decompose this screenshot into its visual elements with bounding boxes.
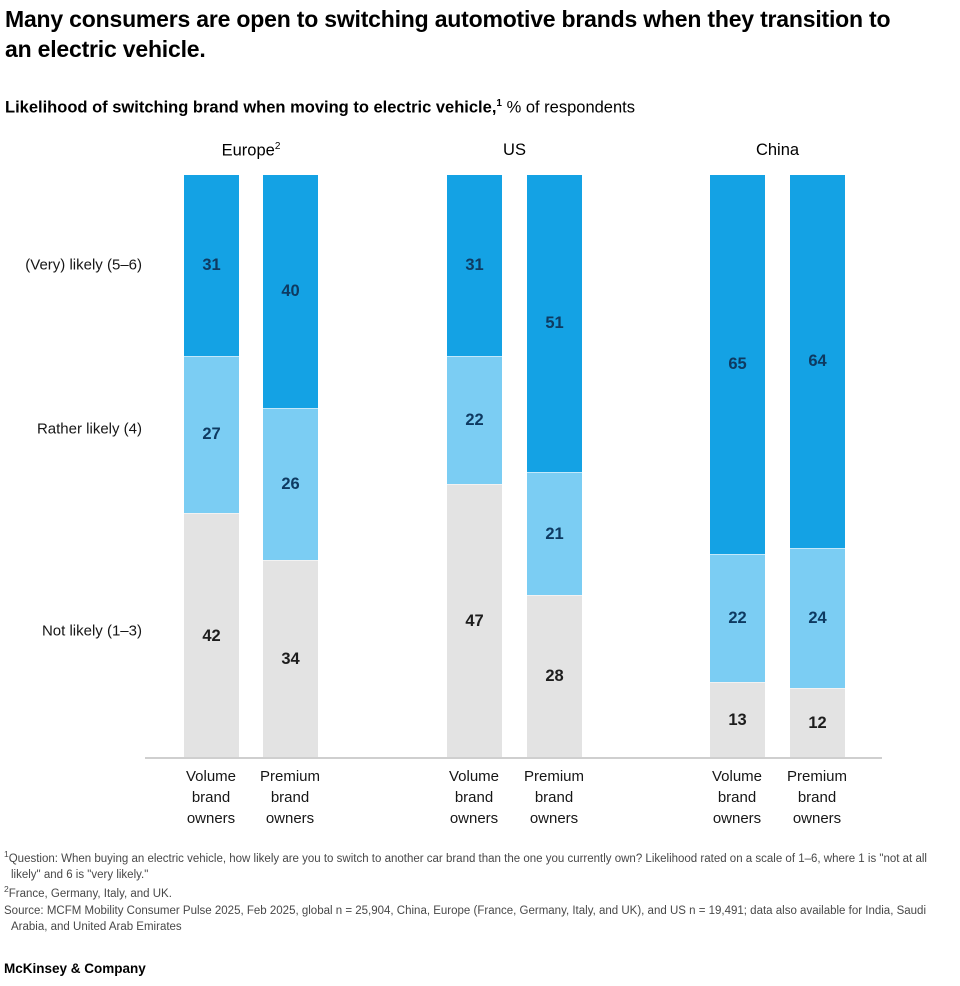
value-label: 13: [728, 711, 747, 730]
segment-very-likely: 65: [710, 175, 765, 554]
segment-rather-likely: 22: [710, 553, 765, 683]
x-tick-line: Premium: [786, 768, 847, 785]
footnote-marker: 1: [4, 849, 9, 859]
value-label: 12: [808, 713, 827, 732]
segment-very-likely: 31: [184, 175, 239, 356]
series-label-rather-likely: Rather likely (4): [36, 420, 142, 438]
chart-subtitle: Likelihood of switching brand when movin…: [5, 98, 635, 118]
bar-china-volume: 65 22 13: [710, 175, 765, 758]
footnote-1: 1Question: When buying an electric vehic…: [4, 848, 954, 883]
value-label: 34: [281, 649, 300, 668]
x-tick-line: Premium: [523, 768, 584, 785]
x-tick-label-china-volume: Volume brand owners: [687, 766, 787, 829]
group-header-label: China: [755, 141, 800, 159]
mckinsey-company-logotype: McKinsey & Company: [4, 961, 146, 976]
value-label: 47: [465, 611, 484, 630]
x-tick-line: owners: [265, 810, 315, 827]
x-tick-line: Volume: [185, 768, 237, 785]
bar-us-premium: 51 21 28: [527, 175, 582, 758]
bar-us-volume: 31 22 47: [447, 175, 502, 758]
series-label-not-likely: Not likely (1–3): [41, 622, 142, 640]
value-label: 64: [808, 352, 827, 371]
segment-rather-likely: 22: [447, 355, 502, 484]
value-label: 22: [465, 410, 484, 429]
x-tick-line: owners: [712, 810, 762, 827]
group-footnote-marker: 2: [274, 141, 281, 152]
bar-china-premium: 64 24 12: [790, 175, 845, 758]
segment-very-likely: 64: [790, 175, 845, 549]
segment-not-likely: 13: [710, 682, 765, 758]
series-label-very-likely: (Very) likely (5–6): [25, 256, 142, 274]
x-tick-line: owners: [186, 810, 236, 827]
value-label: 51: [545, 314, 564, 333]
x-tick-line: brand: [534, 789, 574, 806]
x-tick-line: brand: [270, 789, 310, 806]
segment-very-likely: 51: [527, 175, 582, 473]
value-label: 21: [545, 524, 564, 543]
segment-rather-likely: 26: [263, 408, 318, 560]
x-tick-label-china-premium: Premium brand owners: [767, 766, 867, 829]
subtitle-footnote-marker: 1: [496, 98, 502, 109]
chart-subtitle-bold: Likelihood of switching brand when movin…: [5, 98, 497, 117]
value-label: 26: [281, 474, 300, 493]
segment-not-likely: 34: [263, 559, 318, 758]
x-tick-line: brand: [191, 789, 231, 806]
x-tick-line: owners: [529, 810, 579, 827]
group-header-china: China: [710, 141, 845, 160]
bar-europe-volume: 31 27 42: [184, 175, 239, 758]
x-tick-line: Volume: [448, 768, 500, 785]
footnote-text: Question: When buying an electric vehicl…: [8, 852, 927, 882]
segment-very-likely: 31: [447, 175, 502, 356]
group-header-label: Europe: [221, 141, 275, 160]
axis-baseline: [145, 757, 882, 759]
x-tick-line: brand: [717, 789, 757, 806]
footnote-text: France, Germany, Italy, and UK.: [8, 888, 172, 901]
segment-rather-likely: 24: [790, 548, 845, 689]
value-label: 24: [808, 609, 827, 628]
bar-europe-premium: 40 26 34: [263, 175, 318, 758]
footnote-marker: 2: [4, 884, 9, 895]
group-header-us: US: [447, 141, 582, 160]
x-tick-line: brand: [797, 789, 837, 806]
value-label: 27: [202, 425, 221, 444]
value-label: 40: [281, 282, 300, 301]
chart-subtitle-unit: % of respondents: [501, 98, 635, 117]
footnotes: 1Question: When buying an electric vehic…: [4, 848, 954, 935]
source-note: Source: MCFM Mobility Consumer Pulse 202…: [4, 903, 954, 936]
value-label: 28: [545, 667, 564, 686]
segment-not-likely: 47: [447, 483, 502, 758]
value-label: 22: [728, 609, 747, 628]
group-header-label: US: [503, 141, 526, 159]
footnote-2: 2France, Germany, Italy, and UK.: [4, 883, 954, 902]
segment-not-likely: 42: [184, 513, 239, 758]
value-label: 65: [728, 354, 747, 373]
group-header-europe: Europe2: [184, 141, 318, 161]
segment-rather-likely: 21: [527, 472, 582, 595]
value-label: 31: [465, 255, 484, 274]
value-label: 31: [202, 255, 221, 274]
x-tick-line: owners: [449, 810, 499, 827]
x-tick-label-europe-premium: Premium brand owners: [240, 766, 340, 829]
x-tick-line: Volume: [711, 768, 763, 785]
x-tick-label-us-premium: Premium brand owners: [504, 766, 604, 829]
x-tick-line: Premium: [259, 768, 320, 785]
segment-not-likely: 12: [790, 688, 845, 758]
x-tick-line: owners: [792, 810, 842, 827]
page-title: Many consumers are open to switching aut…: [5, 6, 891, 63]
x-tick-label-us-volume: Volume brand owners: [424, 766, 524, 829]
segment-not-likely: 28: [527, 594, 582, 758]
segment-rather-likely: 27: [184, 355, 239, 514]
x-tick-line: brand: [454, 789, 494, 806]
value-label: 42: [202, 626, 221, 645]
segment-very-likely: 40: [263, 175, 318, 409]
x-tick-label-europe-volume: Volume brand owners: [161, 766, 261, 829]
footnote-text: Source: MCFM Mobility Consumer Pulse 202…: [4, 904, 926, 933]
